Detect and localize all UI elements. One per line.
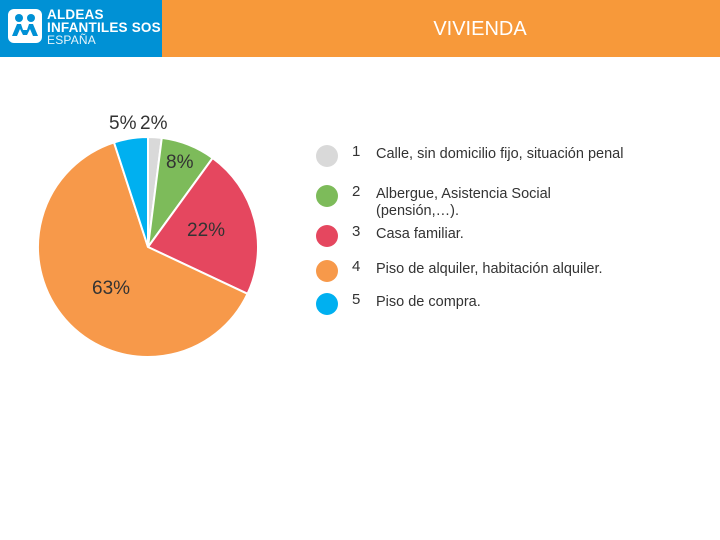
legend-label: Calle, sin domicilio fijo, situación pen…	[376, 146, 624, 162]
legend-number: 2	[352, 183, 361, 200]
header-bar: ALDEAS INFANTILES SOS ESPAÑA VIVIENDA	[0, 0, 720, 57]
slice-value-label: 5%	[109, 113, 137, 134]
slice-value-label: 8%	[166, 152, 194, 173]
legend-swatch	[316, 293, 338, 315]
brand-line-2: INFANTILES SOS	[47, 20, 161, 35]
legend-label: Piso de alquiler, habitación alquiler.	[376, 261, 603, 277]
slice-value-label: 2%	[140, 113, 168, 134]
legend-label: Casa familiar.	[376, 226, 464, 242]
brand-line-1: ALDEAS	[47, 7, 104, 22]
legend-label: Albergue, Asistencia Social (pensión,…).	[376, 186, 551, 219]
legend-swatch	[316, 225, 338, 247]
legend-number: 1	[352, 143, 361, 160]
brand-line-3: ESPAÑA	[47, 33, 96, 47]
legend-swatch	[316, 185, 338, 207]
legend-swatch	[316, 260, 338, 282]
brand-name: ALDEAS INFANTILES SOS ESPAÑA	[47, 8, 161, 47]
legend-number: 4	[352, 258, 361, 275]
legend-number: 3	[352, 223, 361, 240]
pie-slice-5	[112, 135, 149, 248]
legend-number: 5	[352, 291, 361, 308]
sos-children-icon	[8, 9, 42, 43]
slice-value-label: 63%	[92, 278, 131, 299]
legend-swatch	[316, 145, 338, 167]
brand-logo: ALDEAS INFANTILES SOS ESPAÑA	[0, 0, 162, 57]
pie-chart	[37, 135, 259, 358]
slice-value-label: 22%	[187, 220, 226, 241]
page-title: VIVIENDA	[433, 18, 527, 40]
legend-label: Piso de compra.	[376, 294, 481, 310]
pie-slice-4	[37, 141, 249, 358]
